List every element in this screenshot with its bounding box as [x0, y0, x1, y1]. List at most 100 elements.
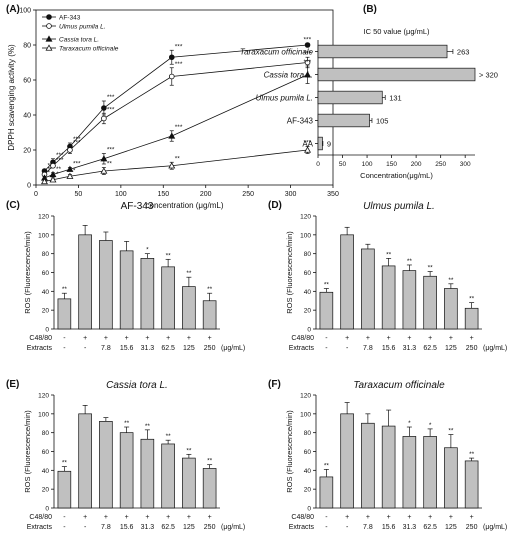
x-row-label: C48/80 [291, 514, 314, 521]
data-point [45, 35, 53, 42]
x-tick-label: + [166, 514, 170, 521]
significance-mark: ** [428, 265, 434, 272]
bar [340, 413, 354, 509]
x-tick-label: + [166, 335, 170, 342]
x-tick-label: + [145, 514, 149, 521]
x-tick-label: - [346, 345, 349, 352]
y-tick-label: 0 [307, 327, 311, 334]
x-tick-label: 300 [460, 161, 471, 168]
bar [464, 460, 479, 509]
chart-title: Cassia tora L. [106, 380, 168, 391]
x-tick-label: 150 [386, 161, 397, 168]
data-label: 9 [327, 140, 331, 149]
data-point [168, 132, 176, 139]
x-tick-label: 250 [242, 191, 254, 198]
significance-mark: ** [186, 270, 192, 277]
data-point [46, 23, 52, 29]
panel-letter: (A) [6, 4, 20, 15]
x-tick-label: + [366, 335, 370, 342]
data-point [50, 162, 56, 169]
x-tick-label: 7.8 [363, 524, 373, 531]
legend: AF-343 Ulmus pumila L. Cassia tora L. Tarax… [42, 14, 119, 53]
bar [140, 258, 155, 330]
legend-entry: AF-343 [59, 15, 81, 22]
significance-mark: *** [73, 161, 81, 168]
x-row-label: Extracts [27, 524, 53, 531]
x-tick-label: + [125, 514, 129, 521]
data-point [100, 167, 108, 174]
x-tick-label: 62.5 [423, 345, 437, 352]
x-axis-label: concentration (μg/mL) [146, 201, 224, 210]
y-tick-label: 40 [42, 468, 50, 475]
y-tick-label: 80 [304, 430, 312, 437]
panel-letter: (C) [6, 200, 20, 211]
bar [99, 240, 113, 330]
y-tick-label: 100 [19, 8, 31, 15]
x-tick-label: 62.5 [161, 524, 175, 531]
significance-mark: ** [469, 451, 475, 458]
significance-mark: ** [62, 460, 68, 467]
y-tick-label: 40 [304, 289, 312, 296]
bar [161, 266, 175, 330]
y-tick-label: 100 [38, 411, 49, 418]
x-tick-label: - [84, 524, 87, 531]
data-point [66, 172, 74, 179]
x-tick-label: + [125, 335, 129, 342]
significance-mark: *** [175, 43, 183, 50]
legend-entry: Taraxacum officinale [59, 46, 119, 53]
bar [317, 90, 383, 105]
x-tick-label: - [63, 514, 66, 521]
significance-mark: * [429, 422, 432, 429]
significance-mark: ** [47, 166, 53, 173]
x-tick-label: + [449, 335, 453, 342]
y-tick-label: 20 [23, 148, 31, 155]
x-row-label: C48/80 [29, 514, 52, 521]
significance-mark: ** [448, 277, 454, 284]
x-tick-label: - [84, 345, 87, 352]
x-tick-label: + [187, 514, 191, 521]
y-tick-label: 80 [42, 251, 50, 258]
y-tick-label: 120 [300, 393, 311, 400]
significance-mark: *** [304, 59, 312, 66]
legend-entry: Ulmus pumila L. [59, 24, 106, 31]
significance-mark: *** [73, 140, 81, 147]
x-tick-label: 125 [445, 524, 457, 531]
panel-letter: (E) [6, 379, 19, 390]
y-tick-label: 80 [304, 251, 312, 258]
x-tick-label: + [387, 514, 391, 521]
x-tick-label: 50 [75, 191, 83, 198]
bar [402, 436, 417, 509]
x-tick-label: 15.6 [120, 345, 134, 352]
y-axis-label: DPPH scavenging activity (%) [7, 44, 16, 151]
significance-mark: ** [166, 252, 172, 259]
x-tick-label: 125 [445, 345, 457, 352]
x-row-label: Extracts [289, 524, 315, 531]
x-tick-label: + [345, 514, 349, 521]
x-tick-label: 200 [411, 161, 422, 168]
x-tick-label: 150 [157, 191, 169, 198]
bar [78, 413, 92, 509]
x-unit-label: (μg/mL) [221, 524, 245, 531]
y-tick-label: 40 [42, 289, 50, 296]
x-tick-label: - [325, 514, 328, 521]
data-point [101, 115, 107, 122]
category-label: AF-343 [287, 117, 314, 126]
bar [119, 432, 134, 509]
panel-letter: (D) [268, 200, 282, 211]
significance-mark: ** [448, 428, 454, 435]
data-label: 105 [376, 117, 389, 126]
data-point [46, 14, 52, 20]
y-axis-label: ROS (Fluorescence/min) [285, 410, 294, 493]
series-1: ***************** [41, 50, 312, 178]
x-tick-label: + [407, 335, 411, 342]
bar [317, 113, 370, 128]
significance-mark: ** [186, 447, 192, 454]
significance-mark: ** [124, 420, 130, 427]
x-tick-label: 0 [34, 191, 38, 198]
y-tick-label: 120 [38, 393, 49, 400]
bar [361, 248, 375, 330]
x-tick-label: - [325, 524, 328, 531]
bar [361, 422, 375, 509]
x-tick-label: + [449, 514, 453, 521]
significance-mark: ** [207, 458, 213, 465]
